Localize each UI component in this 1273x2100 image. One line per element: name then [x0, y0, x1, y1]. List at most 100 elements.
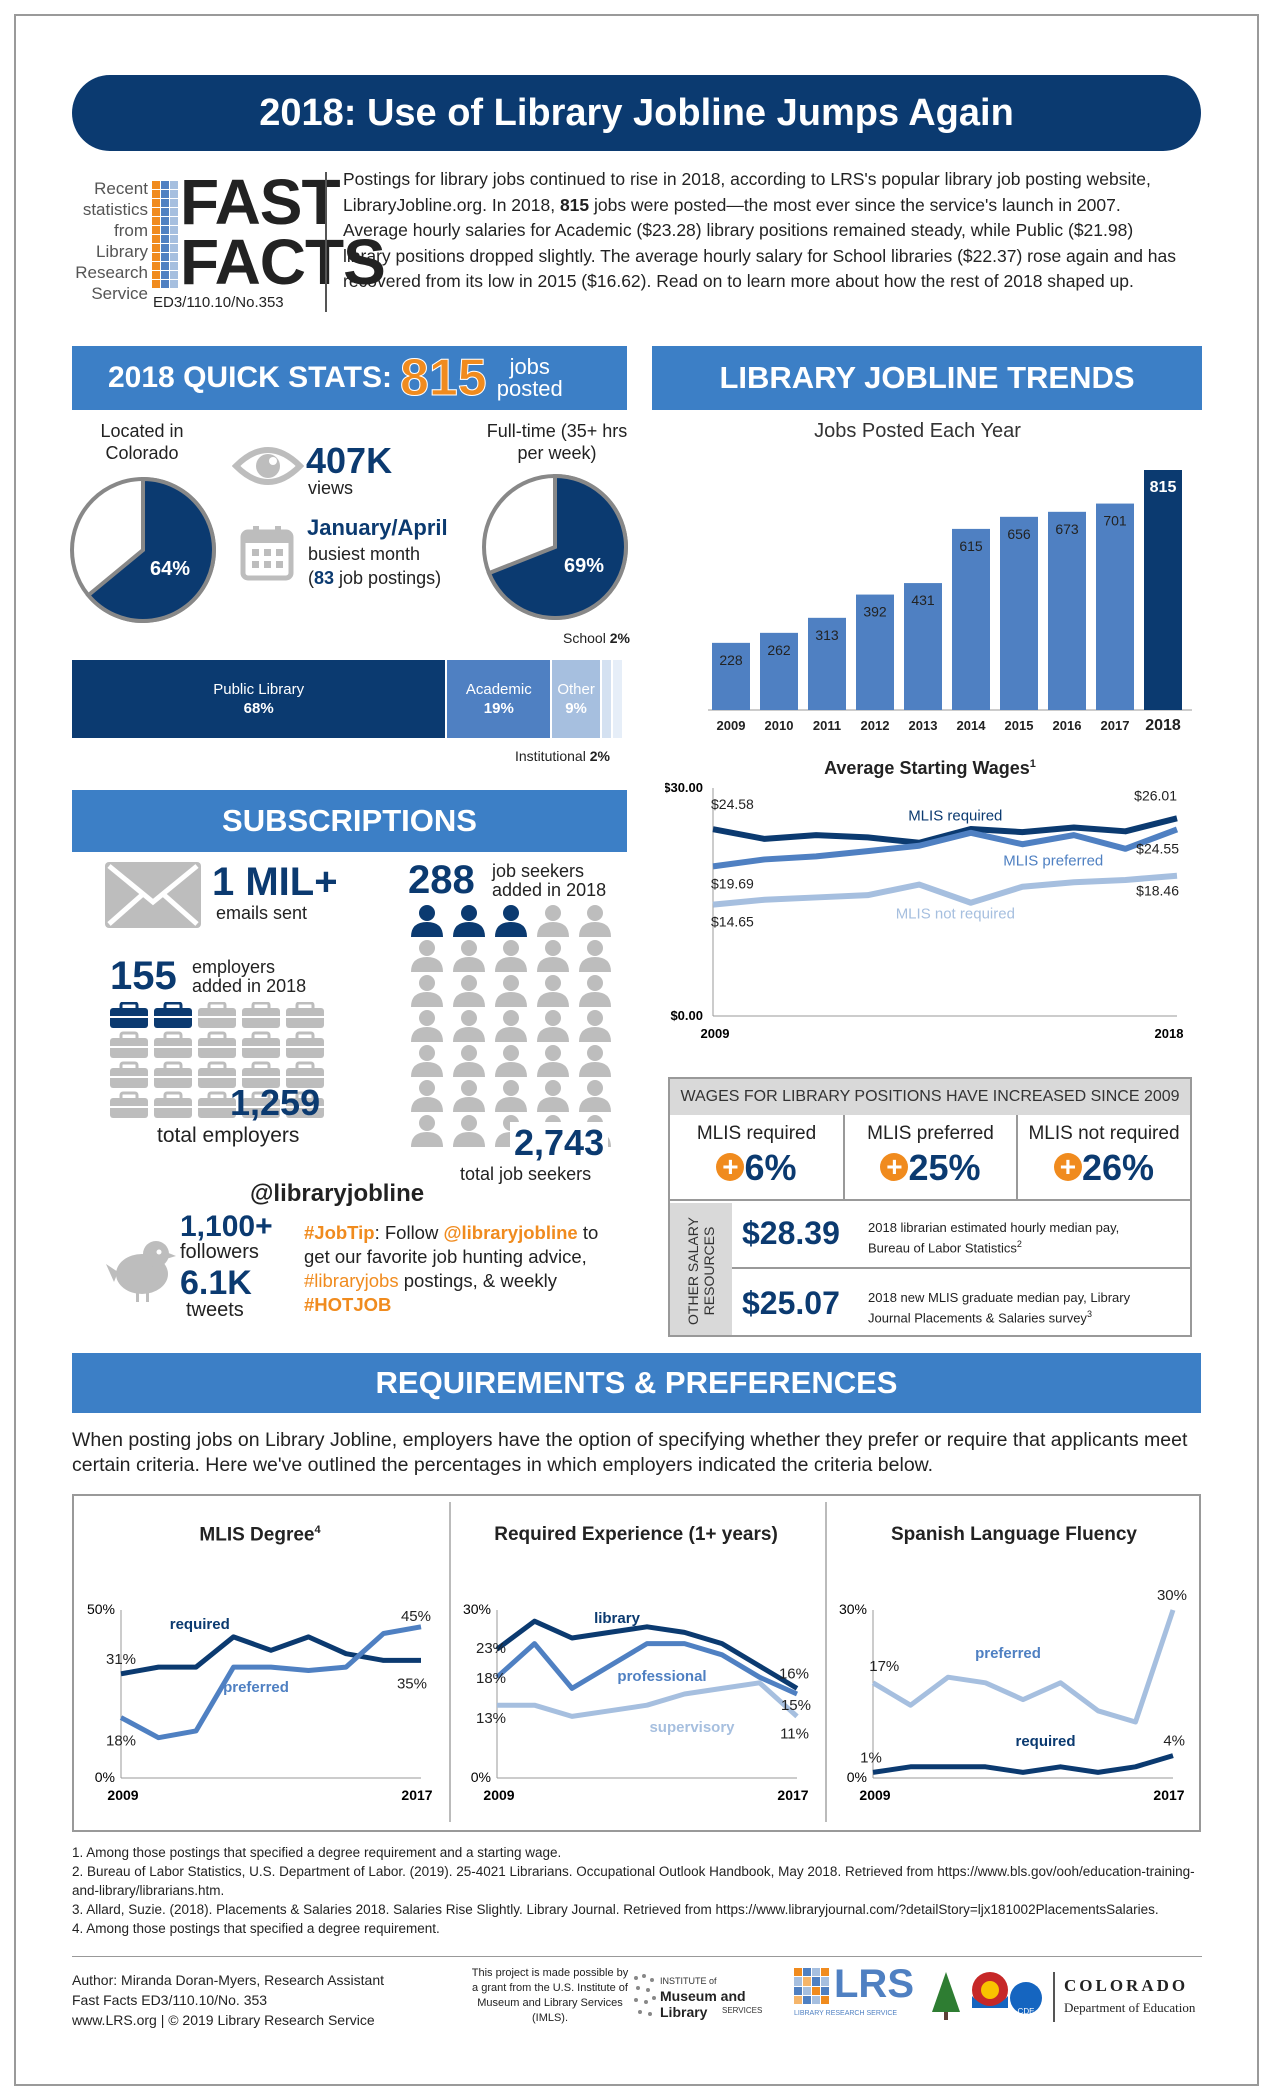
segment-pct: 19% — [483, 700, 514, 717]
divider — [72, 1956, 1202, 1957]
twitter-handle[interactable]: @libraryjobline — [250, 1180, 425, 1207]
data-label: $24.55 — [1136, 840, 1179, 856]
briefcase-icon — [242, 1002, 280, 1028]
divider — [325, 172, 327, 312]
briefcase-icon — [286, 1091, 324, 1118]
table-heading: WAGES FOR LIBRARY POSITIONS HAVE INCREAS… — [670, 1079, 1190, 1115]
person-body — [537, 992, 569, 1007]
increase-number: 25% — [908, 1147, 981, 1188]
mlis-chart-title: MLIS Degree4 — [80, 1524, 440, 1546]
logo-square — [161, 244, 169, 252]
plus-icon: + — [1053, 1153, 1082, 1181]
pie-slice — [85, 476, 216, 623]
data-label: $14.65 — [711, 914, 754, 930]
data-label: 11% — [780, 1725, 809, 1742]
job-tip: #JobTip: Follow @libraryjobline to get o… — [304, 1221, 629, 1317]
x-tick-label: 2016 — [1053, 718, 1082, 733]
plus-icon: + — [716, 1153, 745, 1181]
tip-handle[interactable]: @libraryjobline — [443, 1222, 578, 1243]
increase-row: MLIS required +6% MLIS preferred +25% MLIS… — [670, 1115, 1190, 1201]
bar — [1048, 511, 1086, 710]
series-line — [872, 1753, 1174, 1775]
bar-value-label: 392 — [863, 604, 887, 620]
logo-square — [152, 235, 160, 243]
logo-square — [161, 217, 169, 225]
person-icon — [453, 1010, 485, 1042]
salary-row: $25.07 2018 new MLIS graduate median pay… — [732, 1271, 1190, 1335]
page-frame — [14, 14, 1259, 2086]
segment-label: Other — [557, 681, 595, 698]
logo-square — [152, 262, 160, 270]
briefcase-icon — [198, 1061, 236, 1088]
bar-segment — [612, 660, 622, 738]
logo-square — [161, 226, 169, 234]
data-label: $19.69 — [711, 875, 754, 891]
intro-text: jobs were posted—the most ever since the… — [343, 194, 1177, 292]
bar-value-label: 313 — [815, 627, 839, 643]
x-tick-label: 2018 — [1145, 717, 1181, 734]
briefcase-handle — [207, 1002, 227, 1012]
briefcase-handle — [119, 1002, 139, 1012]
person-icon — [411, 1080, 443, 1112]
employers-number: 155 — [110, 954, 177, 998]
grant-text: This project is made possible by a grant… — [471, 1967, 629, 2024]
series-label: required — [170, 1616, 230, 1633]
footer-credits: Author: Miranda Doran-Myers, Research As… — [72, 1970, 432, 2030]
logo-square — [170, 253, 178, 261]
person-body — [579, 922, 611, 937]
seekers-label: job seekers added in 2018 — [492, 862, 606, 900]
person-body — [537, 922, 569, 937]
emails-label: emails sent — [216, 903, 308, 923]
footer-site[interactable]: www.LRS.org | © 2019 Library Research Se… — [72, 2012, 375, 2028]
subscriptions-header: SUBSCRIPTIONS — [72, 790, 627, 852]
colorado-text: COLORADO — [1064, 1976, 1189, 1995]
logo-square — [152, 217, 160, 225]
series-label: required — [1015, 1733, 1075, 1750]
paren: ( — [308, 568, 314, 588]
increase-number: 26% — [1081, 1147, 1155, 1188]
y-tick-label: 50% — [87, 1601, 115, 1617]
person-body — [411, 992, 443, 1007]
data-label: 1% — [860, 1749, 882, 1766]
data-label: 13% — [476, 1710, 506, 1727]
school-label: School 2% — [563, 630, 630, 646]
followers-label: followers — [180, 1241, 259, 1263]
desc-line: 2018 librarian estimated hourly median p… — [868, 1220, 1120, 1235]
briefcase-handle — [251, 1002, 271, 1012]
desc-line: 2018 new MLIS graduate median pay, Libra… — [868, 1290, 1131, 1305]
person-head — [503, 975, 519, 991]
logo-square — [152, 190, 160, 198]
salary-desc: 2018 librarian estimated hourly median p… — [868, 1219, 1188, 1256]
lrs-subtext: LIBRARY RESEARCH SERVICE — [794, 2010, 898, 2017]
briefcase-handle — [295, 1031, 315, 1042]
person-head — [419, 1115, 435, 1131]
employers-label: employers added in 2018 — [192, 958, 306, 996]
series-label: preferred — [975, 1645, 1041, 1662]
salary-value: $28.39 — [742, 1215, 840, 1251]
person-icon — [537, 940, 569, 972]
y-tick-label: 30% — [839, 1601, 867, 1617]
series-line — [495, 1641, 799, 1697]
y-tick-label: $30.00 — [665, 780, 703, 795]
briefcase-icon — [154, 1091, 192, 1118]
fastfacts-logo-title: FAST FACTS — [180, 170, 386, 294]
person-head — [545, 1045, 561, 1061]
person-head — [545, 1010, 561, 1026]
briefcase-icon — [286, 1002, 324, 1028]
mlis-degree-chart: 50% 0% 2009 2017 31% 18% 45% 35% required preferr… — [87, 1601, 433, 1803]
person-head — [503, 940, 519, 956]
x-tick-label: 2017 — [1153, 1787, 1184, 1803]
series-label: MLIS preferred — [1003, 852, 1103, 869]
briefcase-icon — [286, 1031, 324, 1058]
person-body — [579, 1027, 611, 1042]
x-tick-label: 2017 — [1101, 718, 1130, 733]
person-head — [587, 905, 603, 921]
lrs-grid — [794, 1968, 830, 2004]
x-tick-label: 2010 — [765, 718, 794, 733]
quickstats-header: 2018 QUICK STATS: 815 jobs posted — [72, 346, 627, 410]
requirements-panel — [72, 1494, 1201, 1832]
series-line — [497, 1680, 799, 1719]
bar-value-label: 615 — [959, 538, 983, 554]
person-body — [411, 1132, 443, 1147]
person-body — [453, 992, 485, 1007]
